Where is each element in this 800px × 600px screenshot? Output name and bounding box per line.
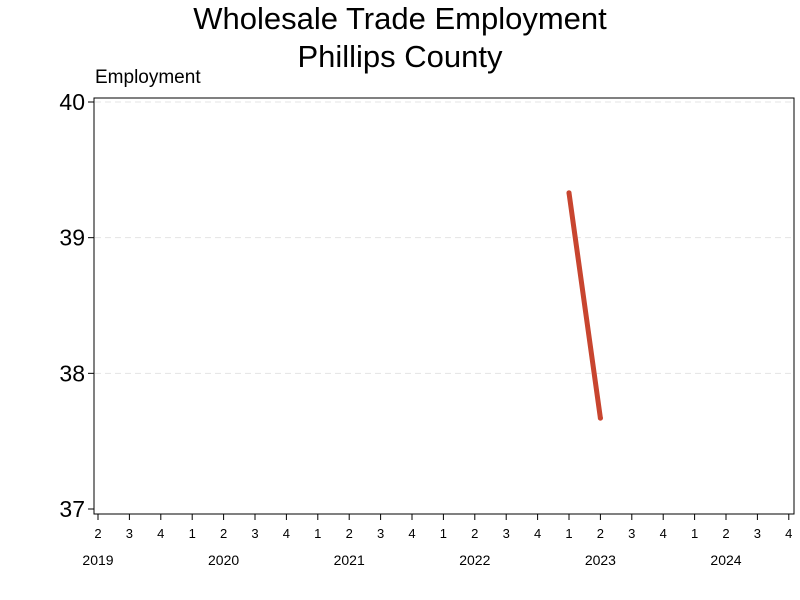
year-label: 2023	[585, 552, 616, 568]
x-tick-label: 3	[503, 526, 510, 541]
y-axis-label: Employment	[95, 67, 201, 88]
x-tick-label: 3	[251, 526, 258, 541]
x-tick-label: 1	[189, 526, 196, 541]
x-tick-label: 1	[440, 526, 447, 541]
year-label: 2019	[82, 552, 113, 568]
series-line	[566, 190, 603, 421]
chart-title: Wholesale Trade Employment	[193, 1, 607, 36]
x-tick-label: 1	[691, 526, 698, 541]
data-point	[566, 190, 572, 196]
y-tick-label: 40	[59, 89, 85, 115]
chart-subtitle: Phillips County	[297, 39, 503, 74]
data-point	[597, 415, 603, 421]
y-tick-label: 38	[59, 360, 85, 386]
x-tick-label: 4	[534, 526, 541, 541]
x-tick-label: 4	[157, 526, 164, 541]
year-label: 2020	[208, 552, 239, 568]
x-tick-label: 2	[94, 526, 101, 541]
plot-frame	[93, 97, 795, 515]
x-tick-label: 4	[785, 526, 792, 541]
x-tick-label: 4	[660, 526, 667, 541]
x-tick-label: 3	[126, 526, 133, 541]
x-tick-label: 2	[346, 526, 353, 541]
x-tick-label: 4	[408, 526, 415, 541]
year-label: 2021	[334, 552, 365, 568]
y-tick-label: 39	[59, 225, 85, 251]
year-label: 2022	[459, 552, 490, 568]
x-tick-label: 3	[377, 526, 384, 541]
x-tick-label: 3	[628, 526, 635, 541]
x-tick-label: 2	[471, 526, 478, 541]
x-tick-label: 2	[722, 526, 729, 541]
x-tick-label: 2	[597, 526, 604, 541]
x-tick-label: 4	[283, 526, 290, 541]
x-tick-label: 3	[754, 526, 761, 541]
y-tick-label: 37	[59, 496, 85, 522]
x-tick-label: 2	[220, 526, 227, 541]
year-label: 2024	[710, 552, 741, 568]
x-tick-label: 1	[565, 526, 572, 541]
x-tick-label: 1	[314, 526, 321, 541]
